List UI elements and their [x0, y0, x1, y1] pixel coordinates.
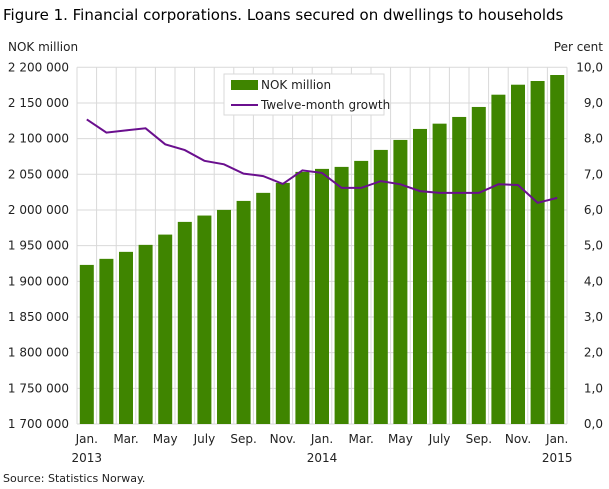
bar	[315, 168, 329, 424]
chart-title: Figure 1. Financial corporations. Loans …	[3, 6, 564, 24]
legend: NOK million Twelve-month growth	[223, 73, 390, 116]
left-tick-label: 2 150 000	[8, 96, 69, 110]
x-tick-label: Mar.	[113, 432, 138, 446]
x-year-label: 2013	[72, 451, 103, 465]
x-tick-label: July	[428, 432, 451, 446]
legend-label: Twelve-month growth	[260, 98, 390, 112]
left-tick-label: 2 100 000	[8, 132, 69, 146]
left-tick-label: 2 200 000	[8, 60, 69, 74]
bar	[217, 209, 231, 424]
legend-label: NOK million	[261, 78, 331, 92]
x-tick-label: May	[388, 432, 413, 446]
bar	[158, 234, 173, 424]
right-tick-label: 8,0	[584, 132, 603, 146]
left-tick-label: 1 750 000	[8, 381, 69, 395]
bar	[511, 84, 525, 424]
right-tick-label: 0,0	[584, 417, 603, 431]
bar	[471, 106, 486, 425]
x-tick-label: Mar.	[349, 432, 374, 446]
x-tick-label: Sep.	[466, 432, 492, 446]
x-year-label: 2015	[542, 451, 573, 465]
bar	[79, 264, 94, 424]
right-tick-label: 9,0	[584, 96, 603, 110]
bar	[334, 166, 349, 425]
bar	[354, 160, 369, 425]
right-tick-label: 2,0	[584, 346, 603, 360]
left-tick-label: 2 000 000	[8, 203, 69, 217]
left-axis-label: NOK million	[8, 40, 79, 54]
x-tick-label: Nov.	[270, 432, 296, 446]
right-axis-label: Per cent	[553, 40, 603, 54]
right-tick-label: 4,0	[584, 274, 603, 288]
left-tick-label: 1 950 000	[8, 239, 69, 253]
x-year-label: 2014	[307, 451, 338, 465]
bar	[373, 149, 388, 424]
bar	[491, 94, 506, 425]
bar	[530, 80, 545, 424]
x-tick-label: Sep.	[230, 432, 256, 446]
x-tick-label: Jan.	[75, 432, 98, 446]
left-tick-label: 2 050 000	[8, 167, 69, 181]
left-tick-label: 1 850 000	[8, 310, 69, 324]
x-tick-label: Jan.	[310, 432, 333, 446]
right-tick-label: 3,0	[584, 310, 603, 324]
bar	[99, 258, 114, 424]
source-note: Source: Statistics Norway.	[3, 472, 146, 485]
bar	[197, 215, 212, 424]
bar	[295, 171, 310, 424]
left-tick-label: 1 800 000	[8, 346, 69, 360]
legend-swatch-bar	[231, 80, 258, 90]
bar	[452, 116, 467, 424]
right-tick-label: 6,0	[584, 203, 603, 217]
bar	[393, 139, 408, 424]
right-tick-label: 5,0	[584, 239, 603, 253]
x-tick-label: May	[153, 432, 178, 446]
bar	[177, 221, 192, 424]
right-tick-label: 10,0	[576, 60, 603, 74]
x-tick-label: July	[193, 432, 216, 446]
left-tick-label: 1 700 000	[8, 417, 69, 431]
bar	[236, 200, 251, 424]
bar	[550, 75, 565, 424]
right-tick-label: 7,0	[584, 167, 603, 181]
bar	[119, 251, 133, 424]
bar	[432, 123, 447, 424]
x-tick-label: Jan.	[545, 432, 568, 446]
x-tick-label: Nov.	[505, 432, 531, 446]
bar	[413, 128, 427, 425]
bar	[138, 244, 153, 424]
bar	[275, 182, 290, 424]
left-tick-label: 1 900 000	[8, 274, 69, 288]
right-tick-label: 1,0	[584, 381, 603, 395]
bar	[256, 192, 271, 424]
